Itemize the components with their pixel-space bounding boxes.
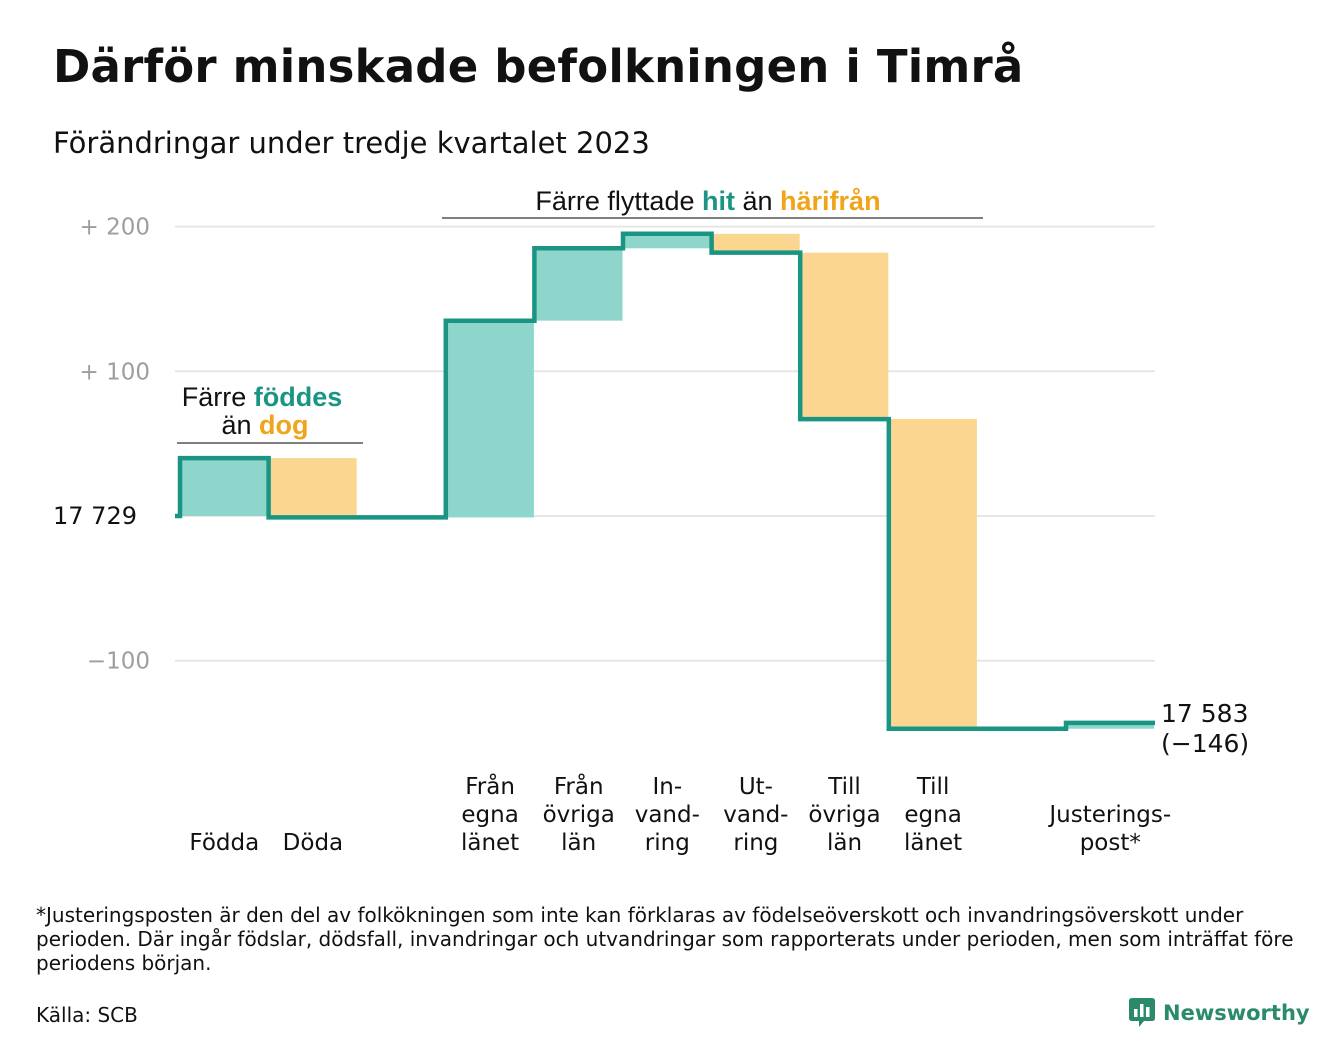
- deaths-annotation-prefix: än: [221, 410, 259, 440]
- category-label-justeringspost: Justerings-: [1047, 802, 1171, 828]
- bar-fran_egna_lanet: [445, 320, 534, 518]
- bar-utvandring: [711, 233, 800, 253]
- y-tick-label: + 200: [80, 215, 150, 241]
- category-label-fodda: Födda: [189, 830, 259, 856]
- births-annotation-line2: än dog: [221, 410, 308, 440]
- moves-annotation-emph-harifran: härifrån: [780, 186, 881, 216]
- category-label-fran_ovriga_lan: län: [561, 830, 596, 856]
- category-label-till_ovriga_lan: län: [827, 830, 862, 856]
- bar-doda: [268, 458, 357, 518]
- brand-logo: Newsworthy: [1129, 998, 1310, 1028]
- births-annotation-emph: föddes: [254, 382, 343, 412]
- category-label-doda: Döda: [283, 830, 343, 856]
- chart-subtitle: Förändringar under tredje kvartalet 2023: [53, 126, 650, 160]
- footnote: *Justeringsposten är den del av folkökni…: [36, 903, 1294, 975]
- births-annotation-prefix: Färre: [182, 382, 254, 412]
- start-value-label: 17 729: [53, 502, 137, 530]
- category-label-till_egna_lanet: egna: [904, 802, 961, 828]
- category-label-invandring: ring: [645, 830, 690, 856]
- y-tick-label: + 100: [80, 359, 150, 385]
- category-label-invandring: In-: [652, 774, 682, 800]
- category-label-till_ovriga_lan: övriga: [808, 802, 880, 828]
- bar-fran_ovriga_lan: [534, 248, 623, 321]
- bar-till_egna_lanet: [888, 419, 977, 729]
- bar-justeringspost: [1066, 722, 1155, 729]
- births-annotation-line1: Färre föddes: [182, 382, 343, 412]
- waterfall-line: [175, 231, 1155, 731]
- category-label-till_egna_lanet: länet: [904, 830, 962, 856]
- category-label-fran_egna_lanet: egna: [461, 802, 518, 828]
- moves-annotation-prefix: Färre flyttade: [535, 186, 702, 216]
- bar-till_ovriga_lan: [800, 252, 889, 420]
- category-label-till_ovriga_lan: Till: [827, 774, 861, 800]
- category-label-invandring: vand-: [635, 802, 700, 828]
- category-label-utvandring: ring: [733, 830, 778, 856]
- end-value-label: 17 583: [1161, 699, 1248, 728]
- category-label-fran_ovriga_lan: övriga: [543, 802, 615, 828]
- chart-title: Därför minskade befolkningen i Timrå: [53, 40, 1024, 93]
- source-label: Källa: SCB: [36, 1003, 138, 1027]
- category-label-fran_ovriga_lan: Från: [554, 772, 604, 800]
- y-tick-label: −100: [87, 649, 150, 675]
- brand-name: Newsworthy: [1163, 1001, 1310, 1025]
- category-label-utvandring: vand-: [723, 802, 788, 828]
- moves-annotation-mid: än: [735, 186, 780, 216]
- category-label-till_egna_lanet: Till: [916, 774, 950, 800]
- moves-annotation: Färre flyttade hit än härifrån: [535, 186, 880, 216]
- category-label-fran_egna_lanet: länet: [461, 830, 519, 856]
- bar-chart-speech-bubble-icon: [1129, 998, 1155, 1027]
- category-label-justeringspost: post*: [1080, 830, 1141, 856]
- deaths-annotation-emph: dog: [259, 410, 308, 440]
- net-change-label: (−146): [1161, 729, 1249, 758]
- category-label-fran_egna_lanet: Från: [465, 772, 515, 800]
- moves-annotation-emph-hit: hit: [702, 186, 735, 216]
- bar-invandring: [623, 233, 712, 249]
- bar-fodda: [180, 458, 269, 516]
- category-label-utvandring: Ut-: [739, 774, 773, 800]
